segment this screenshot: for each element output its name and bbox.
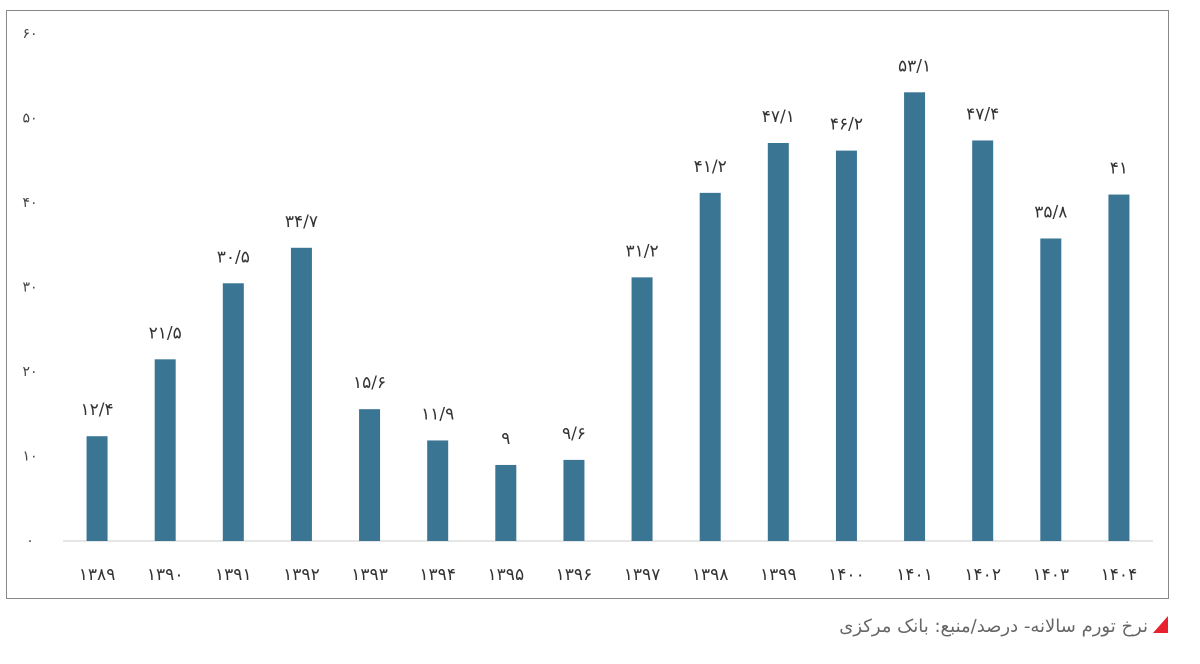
bar bbox=[359, 409, 381, 541]
value-label: ۳۵/۸ bbox=[1034, 202, 1067, 222]
value-label: ۳۱/۲ bbox=[626, 241, 659, 261]
y-tick-label: ۰ bbox=[26, 533, 34, 549]
value-label: ۲۱/۵ bbox=[149, 323, 182, 343]
bar bbox=[222, 283, 244, 541]
x-tick-label: ۱۳۹۹ bbox=[760, 565, 797, 585]
y-tick-label: ۴۰ bbox=[22, 195, 37, 211]
bar bbox=[1108, 194, 1130, 542]
chart-frame bbox=[6, 10, 1169, 599]
x-tick-label: ۱۴۰۴ bbox=[1101, 565, 1138, 585]
y-tick-label: ۶۰ bbox=[22, 26, 37, 42]
value-label: ۳۰/۵ bbox=[217, 247, 250, 267]
y-tick-label: ۱۰ bbox=[22, 449, 37, 465]
x-tick-label: ۱۳۹۲ bbox=[283, 565, 320, 585]
value-label: ۴۱ bbox=[1110, 159, 1128, 179]
y-tick-label: ۲۰ bbox=[22, 364, 37, 380]
x-tick-label: ۱۳۹۴ bbox=[419, 565, 456, 585]
bar bbox=[427, 440, 449, 541]
value-label: ۴۷/۱ bbox=[762, 107, 795, 127]
bar bbox=[563, 459, 585, 541]
x-tick-label: ۱۳۹۳ bbox=[351, 565, 388, 585]
x-tick-label: ۱۳۹۶ bbox=[556, 565, 593, 585]
value-label: ۳۴/۷ bbox=[285, 212, 318, 232]
x-tick-label: ۱۴۰۰ bbox=[828, 565, 865, 585]
value-label: ۴۷/۴ bbox=[966, 104, 999, 124]
bar bbox=[495, 464, 517, 541]
bar bbox=[1040, 238, 1062, 542]
x-tick-label: ۱۴۰۱ bbox=[896, 565, 933, 585]
value-label: ۴۱/۲ bbox=[694, 157, 727, 177]
value-label: ۱۵/۶ bbox=[353, 373, 386, 393]
value-label: ۹ bbox=[501, 429, 510, 449]
value-label: ۹/۶ bbox=[562, 424, 586, 444]
value-label: ۵۳/۱ bbox=[898, 56, 931, 76]
value-label: ۱۱/۹ bbox=[421, 404, 454, 424]
caption-marker bbox=[1153, 616, 1168, 633]
caption: نرخ تورم سالانه- درصد/منبع: بانک مرکزی bbox=[839, 616, 1148, 637]
bar bbox=[904, 92, 926, 542]
x-tick-label: ۱۳۹۱ bbox=[215, 565, 252, 585]
x-tick-label: ۱۳۹۷ bbox=[624, 565, 661, 585]
bar bbox=[835, 150, 857, 542]
x-tick-label: ۱۳۸۹ bbox=[79, 565, 116, 585]
x-tick-label: ۱۳۹۰ bbox=[147, 565, 184, 585]
bar bbox=[699, 192, 721, 542]
x-tick-label: ۱۴۰۲ bbox=[964, 565, 1001, 585]
y-tick-label: ۳۰ bbox=[22, 280, 37, 296]
value-label: ۱۲/۴ bbox=[81, 400, 114, 420]
bar bbox=[290, 247, 312, 541]
x-tick-label: ۱۳۹۸ bbox=[692, 565, 729, 585]
y-tick-label: ۵۰ bbox=[22, 111, 37, 127]
x-tick-label: ۱۳۹۵ bbox=[488, 565, 525, 585]
bar bbox=[767, 143, 789, 541]
bar bbox=[972, 140, 994, 541]
bar bbox=[154, 359, 176, 541]
x-tick-label: ۱۴۰۳ bbox=[1033, 565, 1070, 585]
value-label: ۴۶/۲ bbox=[830, 115, 863, 135]
bar bbox=[631, 277, 653, 541]
bar bbox=[86, 436, 108, 541]
